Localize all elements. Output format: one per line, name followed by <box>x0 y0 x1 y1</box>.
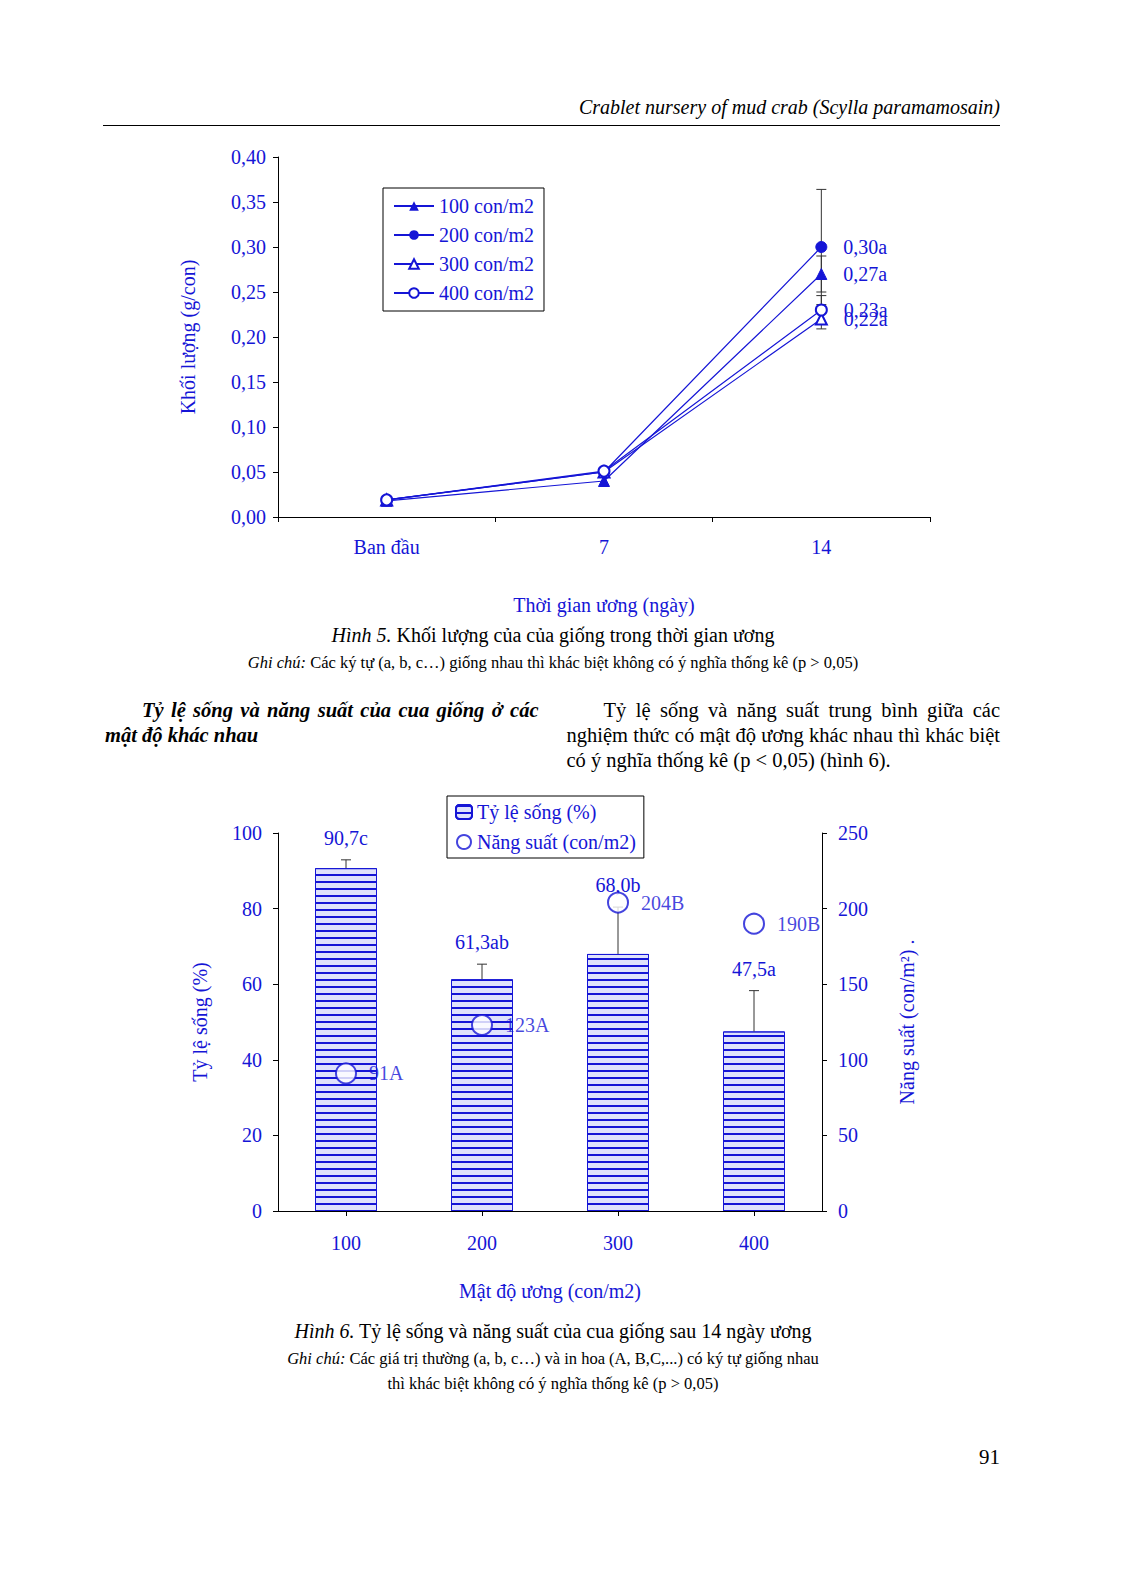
svg-text:90,7c: 90,7c <box>324 827 368 849</box>
svg-text:123A: 123A <box>505 1014 550 1036</box>
svg-text:50: 50 <box>838 1124 858 1146</box>
svg-text:0,27a: 0,27a <box>843 263 887 285</box>
svg-text:Năng suất (con/m²) .: Năng suất (con/m²) . <box>896 940 919 1105</box>
html-text:91: 91 <box>979 1445 1000 1469</box>
html-text:Crablet nursery of mud crab (S: Crablet nursery of mud crab (Scylla para… <box>578 96 1000 118</box>
svg-text:100 con/m2: 100 con/m2 <box>439 195 534 217</box>
html-text:Tỷ lệ sống và năng suất của cu: Tỷ lệ sống và năng suất của cua giống ở … <box>105 699 539 746</box>
svg-text:61,3ab: 61,3ab <box>455 931 509 953</box>
svg-text:0,15: 0,15 <box>231 371 266 393</box>
svg-text:300: 300 <box>603 1232 633 1254</box>
html-text:Hình 6. Tỷ lệ sống và năng suấ: Hình 6. Tỷ lệ sống và năng suất của cua … <box>294 1320 812 1342</box>
svg-text:400: 400 <box>739 1232 769 1254</box>
svg-text:0,20: 0,20 <box>231 326 266 348</box>
svg-text:Khối lượng (g/con): Khối lượng (g/con) <box>177 260 200 415</box>
svg-text:0: 0 <box>252 1200 262 1222</box>
html-text:Ghi chú: Các ký tự (a, b, c…): Ghi chú: Các ký tự (a, b, c…) giống nhau… <box>247 653 859 672</box>
svg-text:204B: 204B <box>641 892 684 914</box>
svg-text:0,35: 0,35 <box>231 191 266 213</box>
svg-text:47,5a: 47,5a <box>732 958 776 980</box>
svg-text:200: 200 <box>838 898 868 920</box>
svg-text:Tỷ lệ sống (%): Tỷ lệ sống (%) <box>189 962 212 1081</box>
svg-text:60: 60 <box>242 973 262 995</box>
svg-text:14: 14 <box>811 536 831 558</box>
svg-text:68,0b: 68,0b <box>595 874 641 897</box>
svg-text:300 con/m2: 300 con/m2 <box>439 253 534 275</box>
svg-text:0,30: 0,30 <box>231 236 266 258</box>
svg-text:190B: 190B <box>777 913 820 935</box>
svg-text:100: 100 <box>331 1232 361 1254</box>
html-text:thì khác biệt không có ý nghĩa: thì khác biệt không có ý nghĩa thống kê … <box>387 1374 719 1393</box>
svg-text:91A: 91A <box>369 1062 404 1084</box>
html-text:Hình 5. Khối lượng của của giố: Hình 5. Khối lượng của của giống trong t… <box>331 624 775 646</box>
svg-text:400 con/m2: 400 con/m2 <box>439 282 534 304</box>
svg-text:Năng suất (con/m2): Năng suất (con/m2) <box>477 831 636 854</box>
svg-text:200 con/m2: 200 con/m2 <box>439 224 534 246</box>
svg-text:100: 100 <box>232 822 262 844</box>
svg-text:0,10: 0,10 <box>231 416 266 438</box>
svg-text:80: 80 <box>242 898 262 920</box>
html-text:Ghi chú: Các giá trị thường (a: Ghi chú: Các giá trị thường (a, b, c…) v… <box>287 1349 819 1368</box>
svg-text:0,30a: 0,30a <box>843 236 887 258</box>
svg-text:Ban đầu: Ban đầu <box>354 536 420 558</box>
svg-text:150: 150 <box>838 973 868 995</box>
svg-text:40: 40 <box>242 1049 262 1071</box>
svg-text:250: 250 <box>838 822 868 844</box>
svg-text:7: 7 <box>599 536 609 558</box>
svg-text:0,25: 0,25 <box>231 281 266 303</box>
svg-text:Mật độ ương (con/m2): Mật độ ương (con/m2) <box>459 1280 641 1303</box>
svg-text:Thời gian ương (ngày): Thời gian ương (ngày) <box>513 594 694 617</box>
svg-text:Tỷ lệ sống (%): Tỷ lệ sống (%) <box>477 801 596 824</box>
svg-text:200: 200 <box>467 1232 497 1254</box>
svg-text:0,00: 0,00 <box>231 506 266 528</box>
svg-text:0: 0 <box>838 1200 848 1222</box>
svg-text:0,40: 0,40 <box>231 146 266 168</box>
svg-text:0,05: 0,05 <box>231 461 266 483</box>
svg-text:100: 100 <box>838 1049 868 1071</box>
html-text:Tỷ lệ sống và năng suất trung: Tỷ lệ sống và năng suất trung bình giữa … <box>566 699 1000 771</box>
svg-text:0,23a: 0,23a <box>844 299 888 321</box>
svg-text:20: 20 <box>242 1124 262 1146</box>
